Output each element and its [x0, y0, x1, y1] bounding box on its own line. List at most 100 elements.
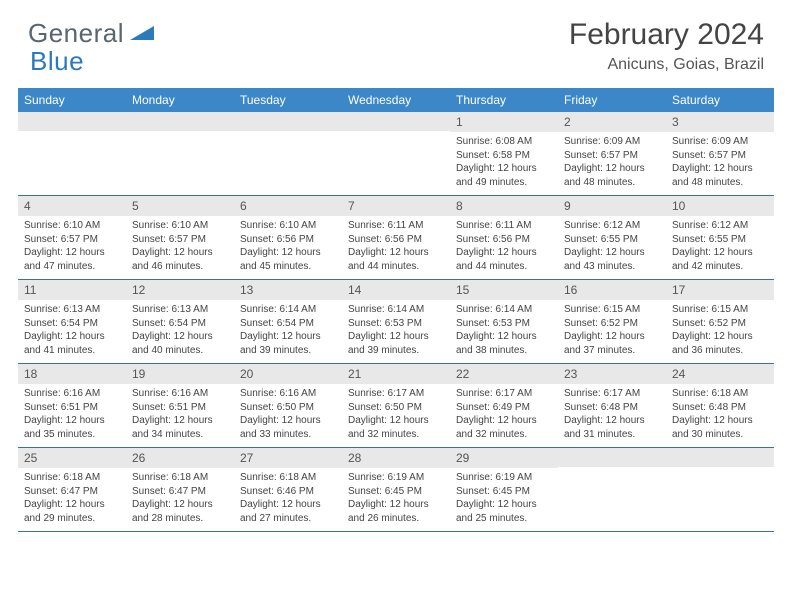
day-number [666, 448, 774, 467]
daylight-text: Daylight: 12 hours and 39 minutes. [348, 330, 444, 357]
sunrise-text: Sunrise: 6:11 AM [456, 219, 552, 233]
weekday-wednesday: Wednesday [342, 88, 450, 112]
weekday-thursday: Thursday [450, 88, 558, 112]
sunset-text: Sunset: 6:58 PM [456, 149, 552, 163]
day-cell: 22Sunrise: 6:17 AMSunset: 6:49 PMDayligh… [450, 364, 558, 447]
day-details: Sunrise: 6:16 AMSunset: 6:51 PMDaylight:… [18, 384, 126, 447]
sunrise-text: Sunrise: 6:10 AM [240, 219, 336, 233]
day-number [558, 448, 666, 467]
daylight-text: Daylight: 12 hours and 27 minutes. [240, 498, 336, 525]
daylight-text: Daylight: 12 hours and 28 minutes. [132, 498, 228, 525]
sunrise-text: Sunrise: 6:13 AM [24, 303, 120, 317]
sunset-text: Sunset: 6:57 PM [672, 149, 768, 163]
week-row: 25Sunrise: 6:18 AMSunset: 6:47 PMDayligh… [18, 448, 774, 532]
day-number: 2 [558, 112, 666, 132]
day-cell: 17Sunrise: 6:15 AMSunset: 6:52 PMDayligh… [666, 280, 774, 363]
sunset-text: Sunset: 6:54 PM [24, 317, 120, 331]
day-details: Sunrise: 6:17 AMSunset: 6:50 PMDaylight:… [342, 384, 450, 447]
day-number: 21 [342, 364, 450, 384]
sunset-text: Sunset: 6:55 PM [672, 233, 768, 247]
logo-sub: Blue [30, 46, 84, 77]
weekday-header-row: Sunday Monday Tuesday Wednesday Thursday… [18, 88, 774, 112]
daylight-text: Daylight: 12 hours and 41 minutes. [24, 330, 120, 357]
day-number: 5 [126, 196, 234, 216]
day-number [342, 112, 450, 131]
calendar: Sunday Monday Tuesday Wednesday Thursday… [0, 82, 792, 532]
sunset-text: Sunset: 6:54 PM [132, 317, 228, 331]
daylight-text: Daylight: 12 hours and 26 minutes. [348, 498, 444, 525]
day-cell: 21Sunrise: 6:17 AMSunset: 6:50 PMDayligh… [342, 364, 450, 447]
day-number: 10 [666, 196, 774, 216]
sunset-text: Sunset: 6:52 PM [564, 317, 660, 331]
sunrise-text: Sunrise: 6:17 AM [348, 387, 444, 401]
daylight-text: Daylight: 12 hours and 36 minutes. [672, 330, 768, 357]
sunrise-text: Sunrise: 6:14 AM [348, 303, 444, 317]
daylight-text: Daylight: 12 hours and 45 minutes. [240, 246, 336, 273]
sunrise-text: Sunrise: 6:17 AM [564, 387, 660, 401]
sunrise-text: Sunrise: 6:11 AM [348, 219, 444, 233]
daylight-text: Daylight: 12 hours and 29 minutes. [24, 498, 120, 525]
sunrise-text: Sunrise: 6:16 AM [24, 387, 120, 401]
day-details: Sunrise: 6:13 AMSunset: 6:54 PMDaylight:… [126, 300, 234, 363]
day-cell: 16Sunrise: 6:15 AMSunset: 6:52 PMDayligh… [558, 280, 666, 363]
daylight-text: Daylight: 12 hours and 25 minutes. [456, 498, 552, 525]
day-number: 17 [666, 280, 774, 300]
day-cell: 23Sunrise: 6:17 AMSunset: 6:48 PMDayligh… [558, 364, 666, 447]
daylight-text: Daylight: 12 hours and 38 minutes. [456, 330, 552, 357]
sunset-text: Sunset: 6:47 PM [24, 485, 120, 499]
sunrise-text: Sunrise: 6:10 AM [132, 219, 228, 233]
day-cell: 1Sunrise: 6:08 AMSunset: 6:58 PMDaylight… [450, 112, 558, 195]
sunrise-text: Sunrise: 6:14 AM [240, 303, 336, 317]
sunset-text: Sunset: 6:49 PM [456, 401, 552, 415]
day-cell [234, 112, 342, 195]
day-number: 3 [666, 112, 774, 132]
day-number: 1 [450, 112, 558, 132]
day-details: Sunrise: 6:18 AMSunset: 6:47 PMDaylight:… [126, 468, 234, 531]
sunset-text: Sunset: 6:56 PM [240, 233, 336, 247]
sunrise-text: Sunrise: 6:12 AM [564, 219, 660, 233]
sunset-text: Sunset: 6:54 PM [240, 317, 336, 331]
sunrise-text: Sunrise: 6:19 AM [456, 471, 552, 485]
day-cell: 10Sunrise: 6:12 AMSunset: 6:55 PMDayligh… [666, 196, 774, 279]
sunset-text: Sunset: 6:53 PM [456, 317, 552, 331]
day-details: Sunrise: 6:17 AMSunset: 6:49 PMDaylight:… [450, 384, 558, 447]
sunset-text: Sunset: 6:50 PM [348, 401, 444, 415]
day-cell: 3Sunrise: 6:09 AMSunset: 6:57 PMDaylight… [666, 112, 774, 195]
weekday-sunday: Sunday [18, 88, 126, 112]
title-block: February 2024 Anicuns, Goias, Brazil [569, 18, 764, 74]
sunset-text: Sunset: 6:56 PM [348, 233, 444, 247]
sunrise-text: Sunrise: 6:16 AM [240, 387, 336, 401]
day-cell: 5Sunrise: 6:10 AMSunset: 6:57 PMDaylight… [126, 196, 234, 279]
daylight-text: Daylight: 12 hours and 31 minutes. [564, 414, 660, 441]
day-details: Sunrise: 6:09 AMSunset: 6:57 PMDaylight:… [558, 132, 666, 195]
sunset-text: Sunset: 6:57 PM [24, 233, 120, 247]
day-details: Sunrise: 6:18 AMSunset: 6:46 PMDaylight:… [234, 468, 342, 531]
day-details: Sunrise: 6:15 AMSunset: 6:52 PMDaylight:… [666, 300, 774, 363]
day-cell: 12Sunrise: 6:13 AMSunset: 6:54 PMDayligh… [126, 280, 234, 363]
sunset-text: Sunset: 6:51 PM [24, 401, 120, 415]
day-cell: 6Sunrise: 6:10 AMSunset: 6:56 PMDaylight… [234, 196, 342, 279]
daylight-text: Daylight: 12 hours and 42 minutes. [672, 246, 768, 273]
day-details: Sunrise: 6:09 AMSunset: 6:57 PMDaylight:… [666, 132, 774, 195]
day-number: 16 [558, 280, 666, 300]
day-cell: 14Sunrise: 6:14 AMSunset: 6:53 PMDayligh… [342, 280, 450, 363]
sunrise-text: Sunrise: 6:13 AM [132, 303, 228, 317]
daylight-text: Daylight: 12 hours and 37 minutes. [564, 330, 660, 357]
daylight-text: Daylight: 12 hours and 34 minutes. [132, 414, 228, 441]
day-details: Sunrise: 6:11 AMSunset: 6:56 PMDaylight:… [450, 216, 558, 279]
sunrise-text: Sunrise: 6:09 AM [672, 135, 768, 149]
sunset-text: Sunset: 6:51 PM [132, 401, 228, 415]
day-cell: 24Sunrise: 6:18 AMSunset: 6:48 PMDayligh… [666, 364, 774, 447]
day-number: 19 [126, 364, 234, 384]
day-cell: 15Sunrise: 6:14 AMSunset: 6:53 PMDayligh… [450, 280, 558, 363]
day-number: 15 [450, 280, 558, 300]
sunrise-text: Sunrise: 6:17 AM [456, 387, 552, 401]
sunrise-text: Sunrise: 6:18 AM [132, 471, 228, 485]
weekday-friday: Friday [558, 88, 666, 112]
day-number: 27 [234, 448, 342, 468]
day-number: 14 [342, 280, 450, 300]
day-cell: 25Sunrise: 6:18 AMSunset: 6:47 PMDayligh… [18, 448, 126, 531]
week-row: 11Sunrise: 6:13 AMSunset: 6:54 PMDayligh… [18, 280, 774, 364]
day-cell: 11Sunrise: 6:13 AMSunset: 6:54 PMDayligh… [18, 280, 126, 363]
daylight-text: Daylight: 12 hours and 47 minutes. [24, 246, 120, 273]
